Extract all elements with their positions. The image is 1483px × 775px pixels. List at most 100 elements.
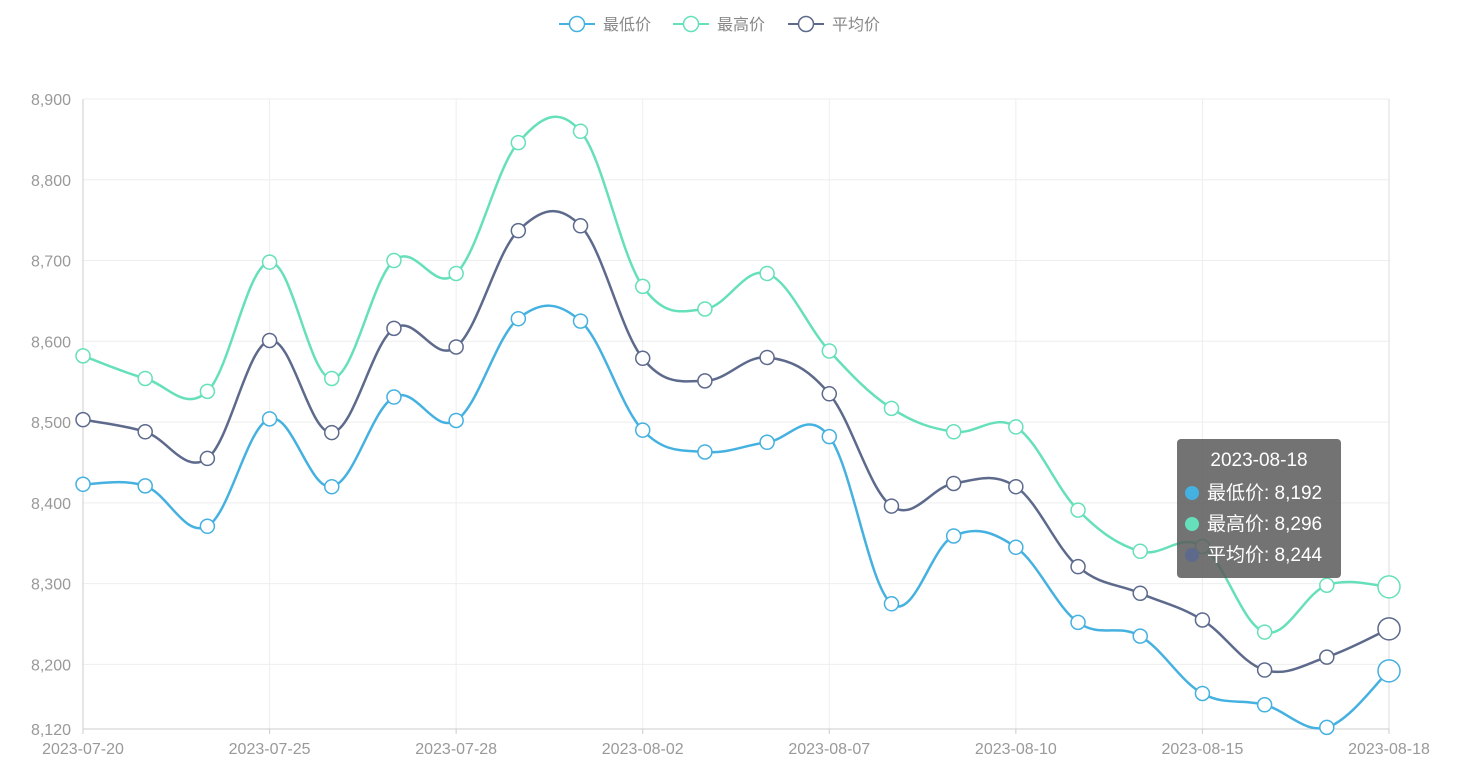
- data-point[interactable]: [759, 434, 775, 451]
- data-point[interactable]: [1008, 419, 1024, 435]
- legend[interactable]: 最低价 最高价 平均价: [559, 15, 880, 34]
- y-tick-label: 8,900: [31, 92, 71, 109]
- data-point[interactable]: [261, 411, 278, 427]
- data-point[interactable]: [821, 343, 838, 359]
- data-point[interactable]: [1319, 719, 1335, 736]
- legend-marker[interactable]: [797, 15, 815, 33]
- x-tick-label: 2023-07-20: [42, 741, 124, 758]
- data-point[interactable]: [75, 348, 91, 364]
- x-tick-label: 2023-08-10: [975, 741, 1057, 758]
- data-point[interactable]: [1008, 539, 1024, 556]
- tooltip-title: 2023-08-18: [1210, 450, 1308, 471]
- data-point[interactable]: [261, 332, 278, 349]
- y-tick-label: 8,300: [31, 577, 71, 594]
- y-tick-label: 8,800: [31, 173, 71, 190]
- data-point[interactable]: [945, 424, 962, 440]
- data-point[interactable]: [1377, 617, 1401, 641]
- y-tick-label: 8,600: [31, 334, 71, 351]
- data-point[interactable]: [1132, 543, 1148, 560]
- data-point[interactable]: [1070, 614, 1086, 631]
- data-point[interactable]: [75, 476, 91, 493]
- legend-item-2[interactable]: 平均价: [788, 15, 880, 34]
- data-point[interactable]: [137, 478, 153, 494]
- data-point[interactable]: [572, 123, 589, 140]
- data-point[interactable]: [945, 528, 962, 544]
- data-point[interactable]: [1256, 697, 1273, 713]
- x-tick-label: 2023-08-07: [788, 741, 870, 758]
- data-point[interactable]: [1070, 502, 1086, 518]
- tooltip: 2023-08-18 最低价: 8,192 最高价: 8,296 平均价: 8,…: [1177, 439, 1341, 578]
- series-2[interactable]: [75, 210, 1401, 678]
- data-point[interactable]: [386, 389, 402, 405]
- data-point[interactable]: [821, 386, 838, 402]
- data-point[interactable]: [759, 265, 775, 282]
- data-point[interactable]: [883, 596, 900, 612]
- data-point[interactable]: [199, 383, 216, 400]
- data-point[interactable]: [759, 349, 775, 366]
- series-line[interactable]: [82, 304, 1390, 730]
- data-point[interactable]: [572, 218, 589, 234]
- tooltip-row-high: 最高价: 8,296: [1185, 509, 1333, 540]
- data-point[interactable]: [1319, 649, 1335, 665]
- y-tick-label: 8,400: [31, 496, 71, 513]
- data-point[interactable]: [448, 339, 464, 355]
- data-point[interactable]: [697, 301, 713, 317]
- data-point[interactable]: [572, 313, 589, 329]
- data-point[interactable]: [1377, 659, 1401, 683]
- data-point[interactable]: [386, 320, 402, 337]
- legend-item-1[interactable]: 最高价: [673, 15, 765, 34]
- legend-marker[interactable]: [568, 15, 586, 33]
- data-point[interactable]: [1132, 585, 1148, 602]
- data-point[interactable]: [634, 422, 651, 438]
- data-point[interactable]: [199, 518, 216, 535]
- legend-label[interactable]: 平均价: [832, 16, 880, 34]
- data-point[interactable]: [199, 450, 216, 467]
- data-point[interactable]: [945, 475, 962, 492]
- x-tick-label: 2023-08-02: [602, 741, 684, 758]
- data-point[interactable]: [1377, 575, 1401, 599]
- y-tick-label: 8,120: [31, 722, 71, 739]
- data-point[interactable]: [1256, 662, 1273, 678]
- data-point[interactable]: [883, 498, 900, 514]
- data-point[interactable]: [883, 400, 900, 417]
- data-point[interactable]: [1194, 685, 1211, 702]
- data-point[interactable]: [1070, 558, 1086, 575]
- tooltip-row-avg: 平均价: 8,244: [1185, 540, 1333, 571]
- data-point[interactable]: [634, 350, 651, 367]
- data-point[interactable]: [324, 424, 340, 441]
- data-point[interactable]: [697, 373, 713, 389]
- data-point[interactable]: [137, 424, 153, 440]
- data-point[interactable]: [821, 428, 838, 445]
- data-point[interactable]: [510, 222, 527, 239]
- data-point[interactable]: [1008, 478, 1024, 495]
- grid: [83, 98, 1390, 729]
- data-point[interactable]: [697, 444, 713, 460]
- data-point[interactable]: [137, 370, 153, 387]
- data-point[interactable]: [75, 411, 91, 428]
- data-point[interactable]: [510, 134, 527, 151]
- data-point[interactable]: [1194, 612, 1211, 628]
- series-0[interactable]: [75, 304, 1401, 736]
- y-tick-label: 8,700: [31, 254, 71, 271]
- data-point[interactable]: [1319, 577, 1335, 593]
- legend-marker[interactable]: [682, 15, 700, 33]
- data-point[interactable]: [324, 478, 340, 495]
- legend-item-0[interactable]: 最低价: [559, 15, 651, 34]
- legend-label[interactable]: 最高价: [717, 16, 765, 34]
- axes: 8,120 8,200 8,300 8,400 8,500 8,600 8,700 8,800…: [31, 92, 1430, 758]
- data-point[interactable]: [386, 252, 402, 269]
- data-point[interactable]: [510, 310, 527, 327]
- series-lines[interactable]: [75, 115, 1401, 736]
- data-point[interactable]: [1256, 624, 1273, 640]
- tooltip-row-label: 最低价: 8,192: [1207, 483, 1323, 504]
- data-point[interactable]: [1132, 628, 1148, 644]
- data-point[interactable]: [448, 412, 464, 429]
- data-point[interactable]: [324, 370, 340, 387]
- x-tick-label: 2023-08-18: [1348, 741, 1430, 758]
- data-point[interactable]: [634, 278, 651, 295]
- data-point[interactable]: [448, 265, 464, 282]
- tooltip-dot-high: [1185, 517, 1199, 531]
- legend-label[interactable]: 最低价: [603, 16, 651, 34]
- data-point[interactable]: [261, 254, 278, 270]
- y-tick-label: 8,200: [31, 657, 71, 674]
